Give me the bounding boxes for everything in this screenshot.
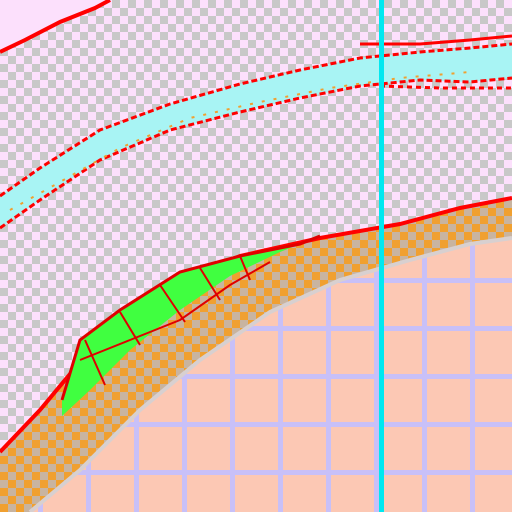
upper-channel (0, 34, 512, 230)
vertical-guide (379, 0, 384, 512)
floor-grid (30, 238, 512, 512)
green-patch (60, 234, 321, 416)
top-boundary (0, 0, 111, 54)
